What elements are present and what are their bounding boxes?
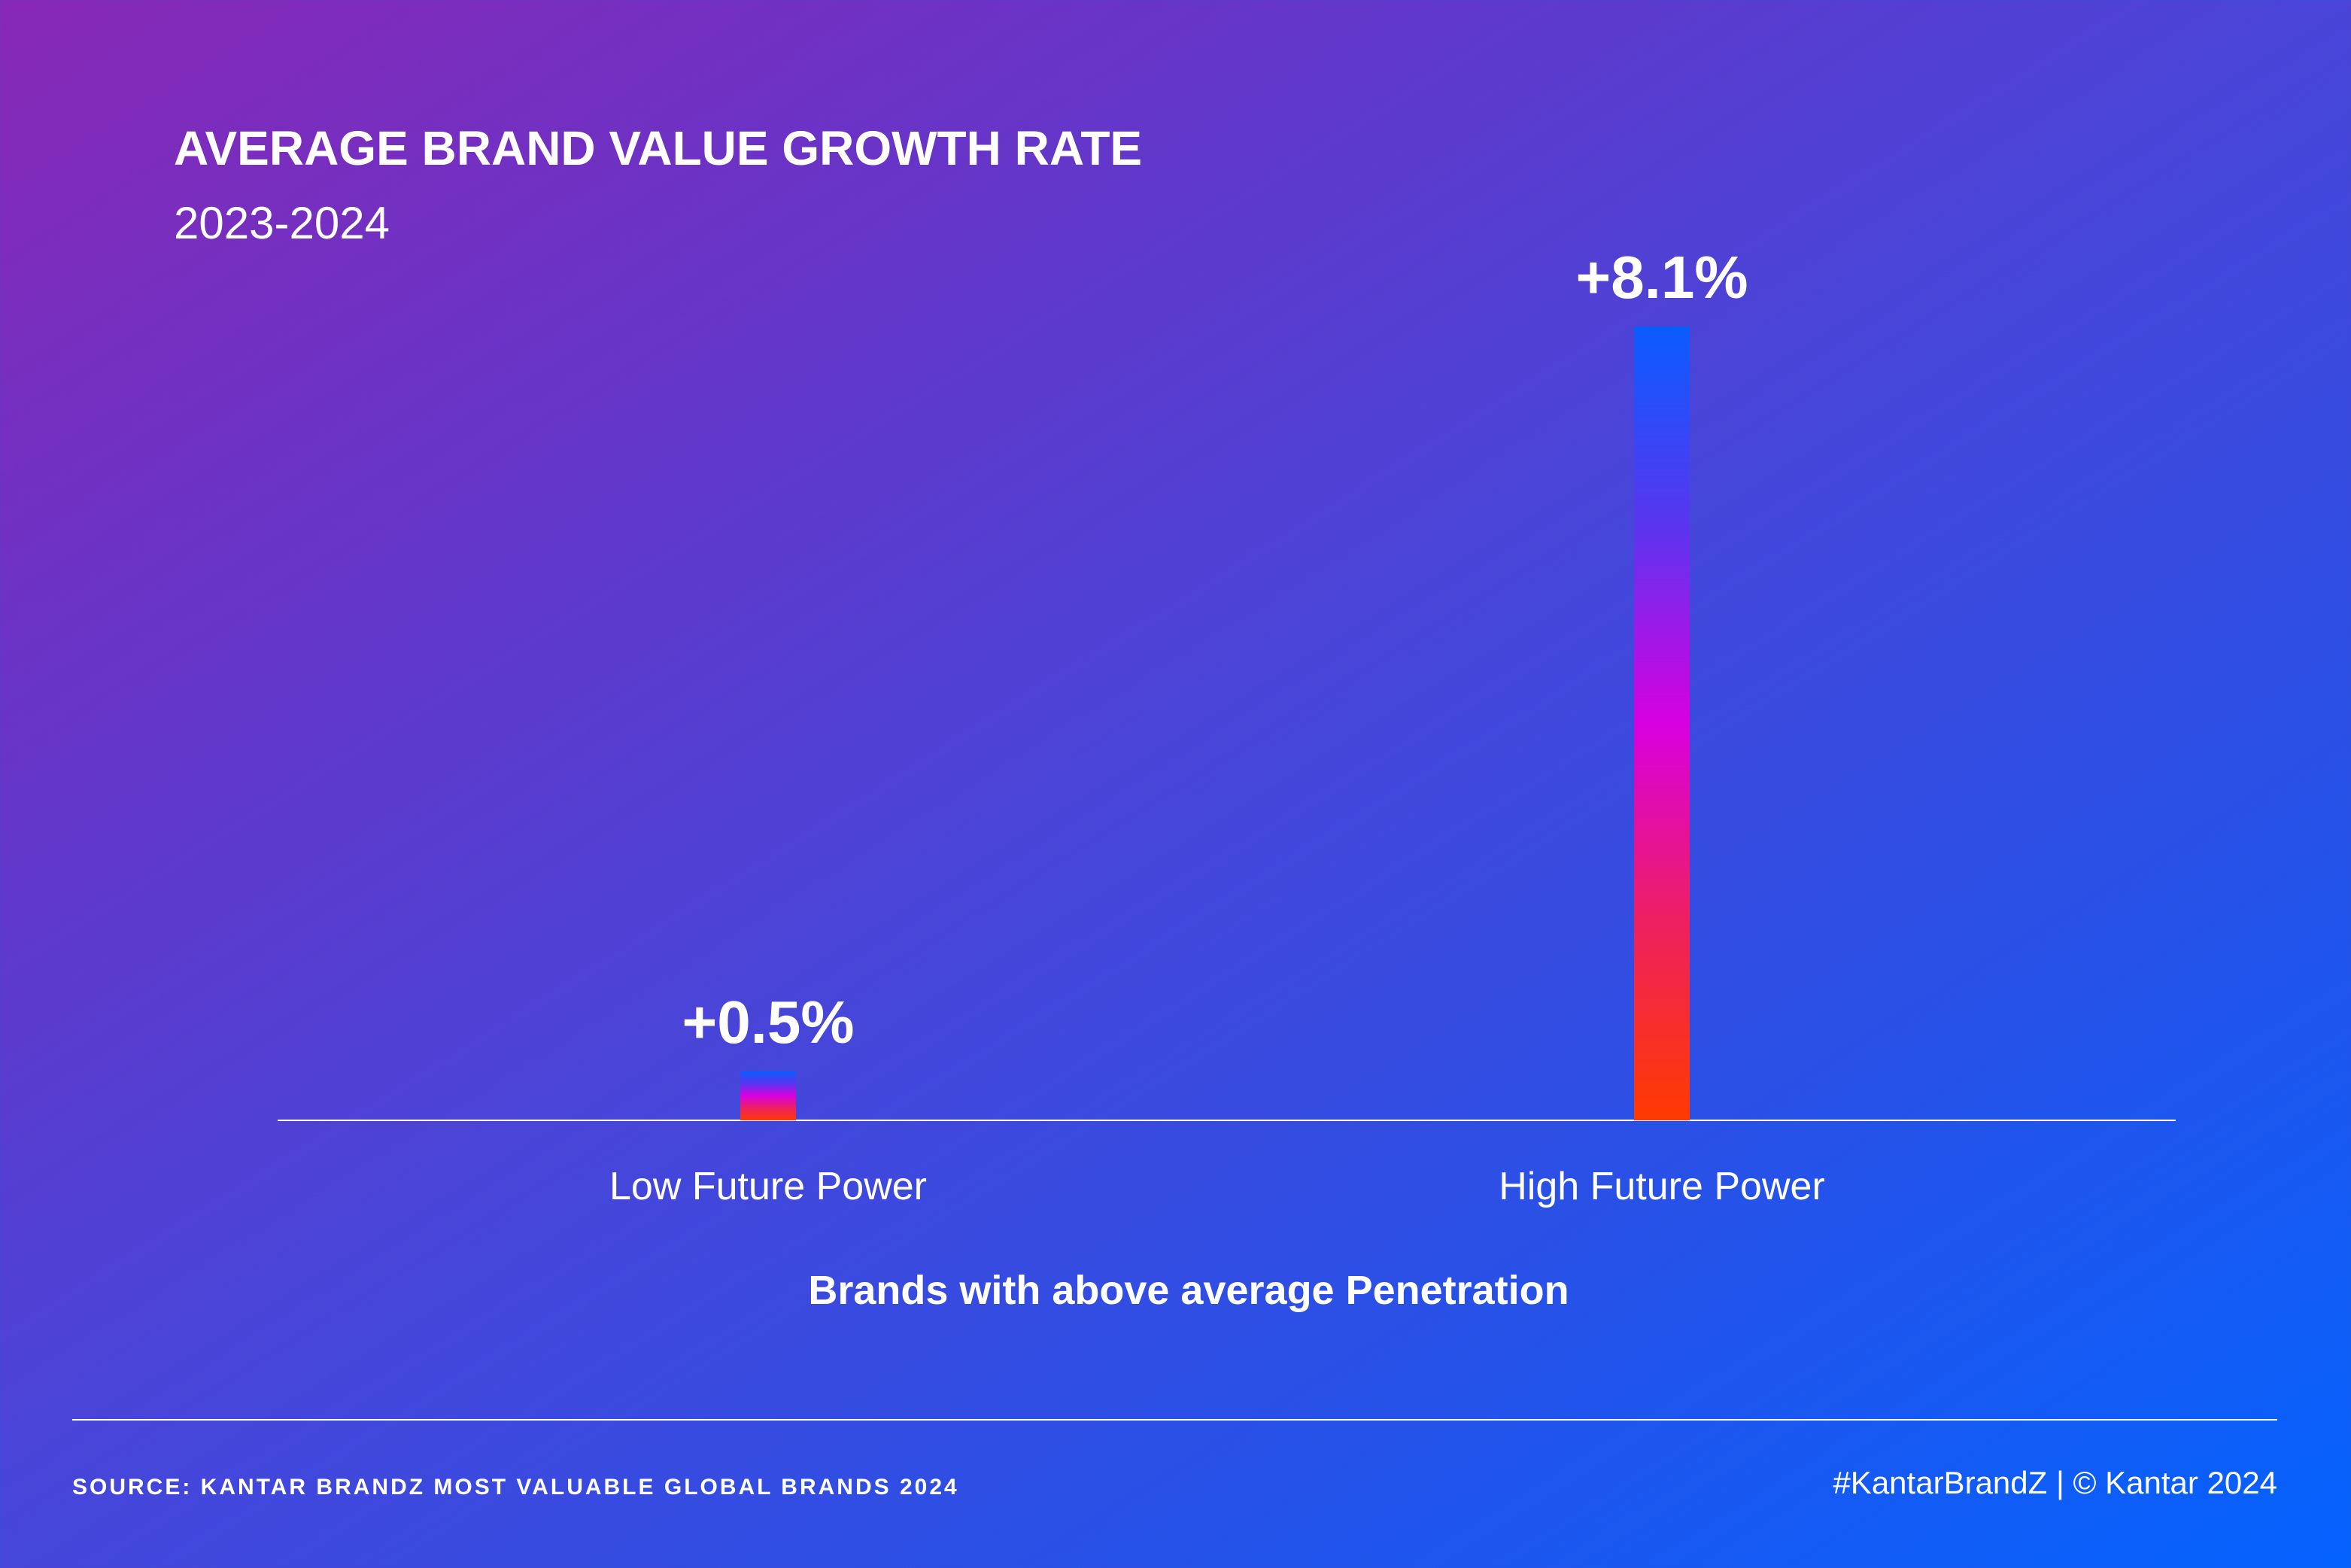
source-note: SOURCE: KANTAR BRANDZ MOST VALUABLE GLOB… bbox=[72, 1475, 959, 1500]
copyright-credit: #KantarBrandZ | © Kantar 2024 bbox=[1833, 1465, 2277, 1500]
bar-low-future-power bbox=[740, 1071, 796, 1120]
bar-high-future-power bbox=[1634, 327, 1690, 1120]
data-label: +8.1% bbox=[1575, 244, 1748, 311]
footer-divider bbox=[72, 1419, 2277, 1421]
x-axis-label: Brands with above average Penetration bbox=[808, 1268, 1569, 1313]
category-label: High Future Power bbox=[1499, 1165, 1825, 1208]
chart-subtitle: 2023-2024 bbox=[174, 198, 390, 248]
data-label: +0.5% bbox=[682, 989, 854, 1056]
category-label: Low Future Power bbox=[609, 1165, 927, 1208]
chart-title: AVERAGE BRAND VALUE GROWTH RATE bbox=[174, 121, 1143, 175]
